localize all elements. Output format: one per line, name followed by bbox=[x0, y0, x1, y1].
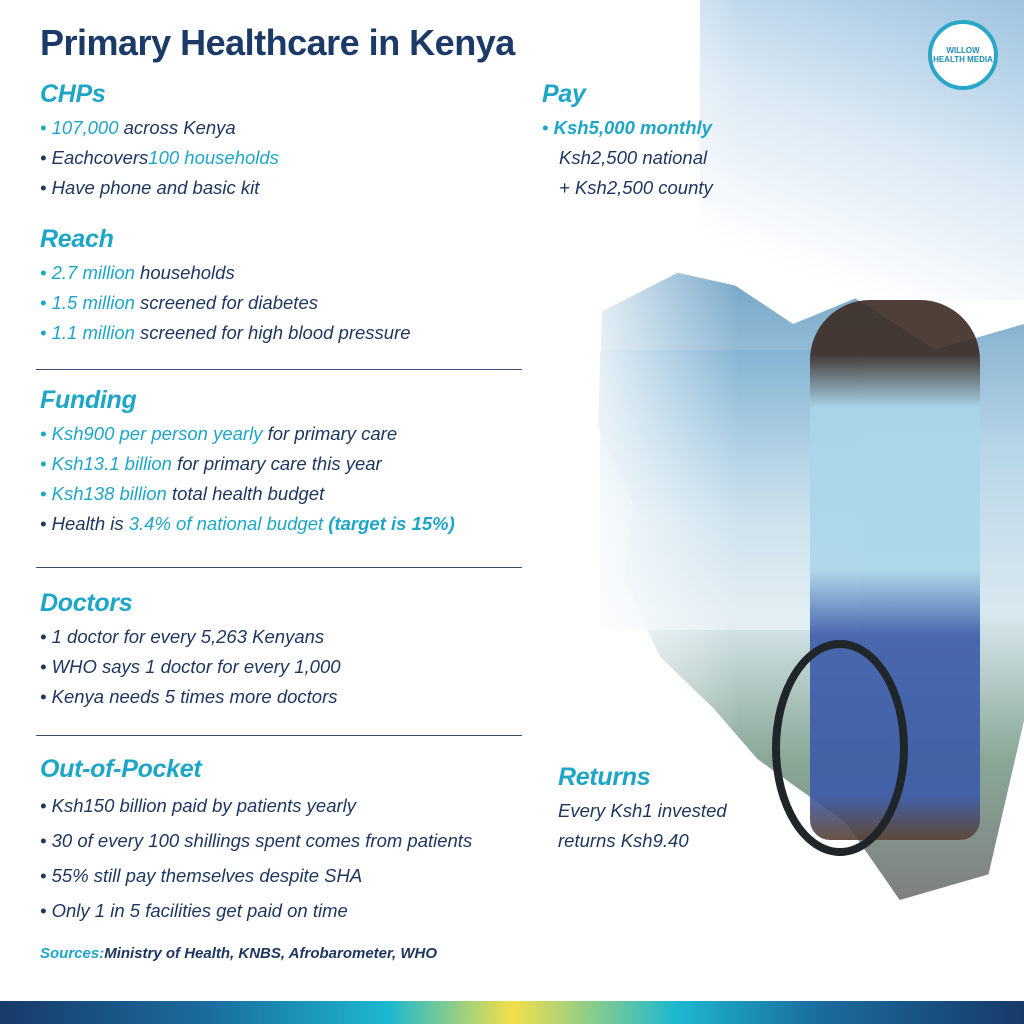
highlight-text: Ksh900 per person yearly bbox=[51, 423, 263, 444]
section-heading: CHPs bbox=[40, 80, 106, 108]
highlight-text: 1.1 million bbox=[51, 322, 135, 343]
bullet-item: • Only 1 in 5 facilities get paid on tim… bbox=[40, 893, 472, 928]
bullet-text: 55% still pay themselves despite SHA bbox=[51, 865, 363, 886]
bicycle-wheel bbox=[772, 640, 908, 856]
bullet-item: • Ksh150 billion paid by patients yearly bbox=[40, 788, 472, 823]
bullet-item: • 1.5 million screened for diabetes bbox=[40, 288, 411, 318]
footer-gradient-bar bbox=[0, 1001, 1024, 1024]
bullet-dot: • bbox=[40, 795, 52, 816]
bullet-text: total health budget bbox=[166, 483, 325, 504]
bullet-item: • Health is 3.4% of national budget (tar… bbox=[40, 509, 455, 539]
bullet-dot: • bbox=[40, 423, 52, 444]
section-heading: Funding bbox=[40, 386, 137, 414]
bullet-item: • Ksh138 billion total health budget bbox=[40, 479, 455, 509]
bullet-dot: • bbox=[40, 626, 52, 647]
bullet-text: screened for diabetes bbox=[134, 292, 318, 313]
divider bbox=[36, 369, 522, 370]
photo-fade bbox=[540, 0, 740, 1000]
section-chps: CHPs • 107,000 across Kenya • Eachcovers10… bbox=[40, 80, 279, 203]
sources-text: Ministry of Health, KNBS, Afrobarometer,… bbox=[104, 945, 438, 962]
page-title: Primary Healthcare in Kenya bbox=[40, 22, 515, 63]
bullet-text: households bbox=[134, 262, 235, 283]
bullet-dot: • bbox=[40, 513, 52, 534]
bullet-dot: • bbox=[40, 900, 52, 921]
divider bbox=[36, 567, 522, 568]
section-returns: Returns Every Ksh1 invested returns Ksh9.4… bbox=[558, 763, 727, 856]
bullet-dot: • bbox=[40, 865, 52, 886]
highlight-text: 100 households bbox=[148, 147, 279, 168]
highlight-text: (target is 15%) bbox=[328, 513, 455, 534]
highlight-text: 107,000 bbox=[51, 117, 119, 138]
bullet-text: Kenya needs 5 times more doctors bbox=[51, 686, 338, 707]
bullet-text: across Kenya bbox=[118, 117, 236, 138]
text-line: Ksh2,500 national bbox=[559, 147, 708, 168]
bullet-text: Only 1 in 5 facilities get paid on time bbox=[51, 900, 348, 921]
section-heading: Returns bbox=[558, 763, 651, 791]
bullet-text: Have phone and basic kit bbox=[51, 177, 260, 198]
divider bbox=[36, 735, 522, 736]
highlight-text: 3.4% of national budget bbox=[128, 513, 329, 534]
bullet-item: • WHO says 1 doctor for every 1,000 bbox=[40, 652, 341, 682]
bullet-text: for primary care bbox=[262, 423, 398, 444]
bullet-item: • 55% still pay themselves despite SHA bbox=[40, 858, 472, 893]
bullet-dot: • bbox=[40, 483, 52, 504]
highlight-text: Ksh13.1 billion bbox=[51, 453, 172, 474]
bullet-dot: • bbox=[40, 453, 52, 474]
bullet-text: 1 doctor for every 5,263 Kenyans bbox=[51, 626, 325, 647]
bullet-item: • Have phone and basic kit bbox=[40, 173, 279, 203]
section-heading: Doctors bbox=[40, 589, 133, 617]
text-line: + Ksh2,500 county bbox=[559, 177, 713, 198]
bullet-item: • 1 doctor for every 5,263 Kenyans bbox=[40, 622, 341, 652]
bullet-text: 30 of every 100 shillings spent comes fr… bbox=[51, 830, 473, 851]
sources-note: Sources:Ministry of Health, KNBS, Afroba… bbox=[40, 945, 437, 962]
bullet-dot: • bbox=[40, 177, 52, 198]
section-doctors: Doctors • 1 doctor for every 5,263 Kenyan… bbox=[40, 589, 341, 712]
sources-label: Sources: bbox=[40, 945, 105, 962]
section-funding: Funding • Ksh900 per person yearly for pr… bbox=[40, 386, 455, 539]
bullet-dot: • bbox=[40, 830, 52, 851]
bullet-dot: • bbox=[40, 686, 52, 707]
bullet-item: • 30 of every 100 shillings spent comes … bbox=[40, 823, 472, 858]
bullet-item: • Kenya needs 5 times more doctors bbox=[40, 682, 341, 712]
bullet-text: Eachcovers bbox=[51, 147, 149, 168]
section-heading: Pay bbox=[542, 80, 586, 108]
bullet-item: • Ksh900 per person yearly for primary c… bbox=[40, 419, 455, 449]
text-line: returns Ksh9.40 bbox=[558, 830, 689, 851]
text-line: Every Ksh1 invested bbox=[558, 800, 727, 821]
bullet-dot: • bbox=[40, 322, 52, 343]
section-out-of-pocket: Out-of-Pocket • Ksh150 billion paid by pa… bbox=[40, 755, 472, 928]
bullet-item: • 1.1 million screened for high blood pr… bbox=[40, 318, 411, 348]
highlight-text: 1.5 million bbox=[51, 292, 135, 313]
bullet-dot: • bbox=[40, 292, 52, 313]
bullet-item: • 2.7 million households bbox=[40, 258, 411, 288]
logo-text: WILLOW HEALTH MEDIA bbox=[933, 46, 993, 64]
section-reach: Reach • 2.7 million households • 1.5 milli… bbox=[40, 225, 411, 348]
bullet-item: • 107,000 across Kenya bbox=[40, 113, 279, 143]
bullet-item: • Eachcovers100 households bbox=[40, 143, 279, 173]
section-pay: Pay • Ksh5,000 monthly Ksh2,500 national + … bbox=[542, 80, 713, 203]
bullet-dot: • bbox=[40, 117, 52, 138]
bullet-item: • Ksh5,000 monthly bbox=[542, 113, 713, 143]
bullet-text: WHO says 1 doctor for every 1,000 bbox=[51, 656, 341, 677]
bullet-item: • Ksh13.1 billion for primary care this … bbox=[40, 449, 455, 479]
bullet-text: Health is bbox=[51, 513, 129, 534]
section-heading: Out-of-Pocket bbox=[40, 755, 202, 783]
bullet-dot: • bbox=[40, 262, 52, 283]
bullet-dot: • bbox=[40, 147, 52, 168]
bullet-dot: • bbox=[542, 117, 554, 138]
highlight-text: Ksh138 billion bbox=[51, 483, 167, 504]
section-heading: Reach bbox=[40, 225, 114, 253]
willow-health-media-logo: WILLOW HEALTH MEDIA bbox=[928, 20, 998, 90]
bullet-text: for primary care this year bbox=[171, 453, 382, 474]
bullet-text: screened for high blood pressure bbox=[134, 322, 411, 343]
bullet-text: Ksh150 billion paid by patients yearly bbox=[51, 795, 357, 816]
highlight-text: 2.7 million bbox=[51, 262, 135, 283]
bullet-dot: • bbox=[40, 656, 52, 677]
highlight-text: Ksh5,000 monthly bbox=[553, 117, 712, 138]
